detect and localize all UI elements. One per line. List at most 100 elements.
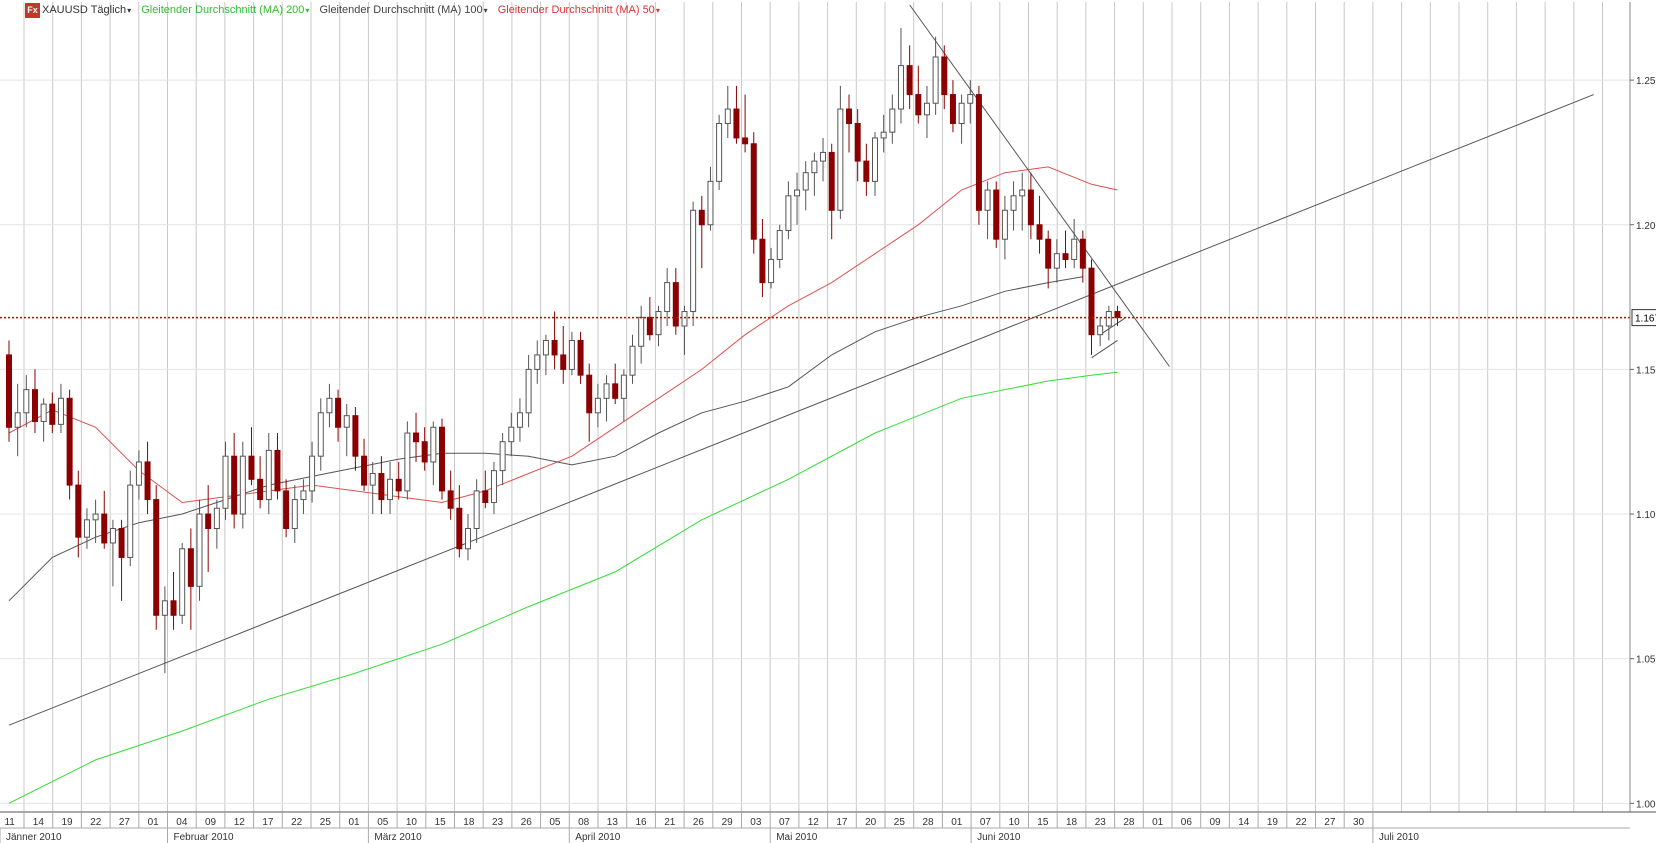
- candle: [508, 412, 515, 457]
- candle: [949, 80, 956, 133]
- candle: [750, 132, 757, 254]
- x-day-label: 07: [779, 817, 791, 828]
- ma200-selector[interactable]: Gleitender Durchschnitt (MA) 200▾: [141, 4, 309, 16]
- candle: [283, 479, 290, 538]
- x-day-label: 15: [435, 817, 447, 828]
- y-tick-label: 1.050,00: [1636, 655, 1656, 666]
- candle: [326, 383, 333, 428]
- candle-body: [941, 56, 948, 96]
- candle: [603, 375, 610, 422]
- x-day-label: 21: [664, 817, 676, 828]
- candle-body: [664, 282, 671, 313]
- candle-body: [439, 426, 445, 492]
- candle: [1088, 259, 1095, 355]
- candle-body: [205, 513, 212, 529]
- current-price-label: 1.167,90: [1635, 314, 1656, 325]
- candle-body: [949, 94, 956, 124]
- candle-body: [915, 94, 922, 116]
- candle-body: [326, 397, 333, 414]
- y-tick-label: 1.000,00: [1636, 799, 1656, 810]
- x-day-label: 12: [808, 817, 820, 828]
- candle-body: [387, 478, 394, 501]
- candle-body: [300, 490, 307, 501]
- candle-body: [31, 389, 38, 422]
- candle-body: [906, 65, 913, 96]
- candle-body: [681, 311, 688, 327]
- candle: [335, 389, 342, 442]
- ma50-selector[interactable]: Gleitender Durchschnitt (MA) 50▾: [498, 4, 660, 16]
- candle-body: [265, 449, 272, 501]
- x-day-label: 20: [865, 817, 877, 828]
- candle: [586, 363, 593, 442]
- candle-body: [75, 484, 82, 538]
- candle-body: [603, 383, 610, 399]
- candle: [265, 433, 272, 515]
- candle: [499, 433, 506, 486]
- candle-body: [92, 513, 99, 521]
- candle: [560, 326, 567, 384]
- candle-body: [690, 209, 697, 313]
- x-day-label: 25: [320, 817, 332, 828]
- x-day-label: 10: [406, 817, 418, 828]
- candle: [594, 383, 601, 428]
- candle-body: [49, 403, 56, 425]
- candle: [958, 94, 965, 144]
- ma100-label: Gleitender Durchschnitt (MA) 100: [319, 4, 483, 16]
- candle: [724, 85, 731, 138]
- candle-body: [127, 484, 134, 558]
- candle: [1105, 305, 1112, 341]
- ma100-selector[interactable]: Gleitender Durchschnitt (MA) 100▾: [319, 4, 487, 16]
- x-day-label: 05: [549, 817, 561, 828]
- candle-body: [369, 473, 376, 486]
- candle-body: [568, 339, 575, 370]
- candle-body: [612, 383, 619, 399]
- candle: [577, 331, 584, 384]
- x-day-label: 03: [750, 817, 762, 828]
- candle-body: [958, 102, 965, 124]
- candle: [975, 85, 982, 225]
- candle-body: [430, 426, 437, 463]
- trend-line: [8, 94, 1594, 726]
- y-tick-label: 1.150,00: [1636, 365, 1656, 376]
- candle: [1036, 195, 1043, 254]
- candle-body: [14, 412, 21, 428]
- candle-body: [923, 102, 930, 116]
- candle: [482, 470, 489, 509]
- x-day-label: 05: [377, 817, 389, 828]
- candle-body: [534, 354, 541, 370]
- candle-body: [872, 137, 878, 182]
- candle: [551, 311, 558, 370]
- x-day-label: 18: [463, 817, 475, 828]
- candle-body: [361, 455, 368, 486]
- candle-body: [395, 478, 402, 492]
- candle: [257, 456, 264, 509]
- candle: [828, 143, 835, 240]
- candle-body: [854, 123, 861, 162]
- candle: [170, 571, 177, 630]
- candle-body: [698, 209, 705, 226]
- candle: [568, 331, 575, 376]
- candle: [101, 490, 108, 549]
- candle-body: [1036, 224, 1043, 240]
- y-tick-label: 1.100,00: [1636, 510, 1656, 521]
- candle: [109, 519, 116, 587]
- dropdown-arrow-icon: ▾: [655, 6, 660, 15]
- x-day-label: 25: [894, 817, 906, 828]
- candle-body: [6, 354, 12, 428]
- legend: Fx XAUUSD Täglich▾ Gleitender Durchschni…: [25, 2, 670, 18]
- candle-body: [257, 478, 264, 501]
- candle-body: [118, 528, 125, 558]
- candle-body: [499, 441, 506, 472]
- candle-body: [525, 368, 532, 414]
- candle-body: [750, 143, 757, 240]
- x-day-label: 29: [722, 817, 734, 828]
- symbol-selector[interactable]: XAUUSD Täglich▾: [42, 4, 131, 16]
- candle: [213, 499, 220, 549]
- candle: [231, 433, 238, 529]
- candle-body: [655, 311, 662, 336]
- candle: [439, 418, 445, 500]
- candle-body: [811, 160, 818, 174]
- x-day-label: 13: [607, 817, 619, 828]
- x-day-label: 23: [1095, 817, 1107, 828]
